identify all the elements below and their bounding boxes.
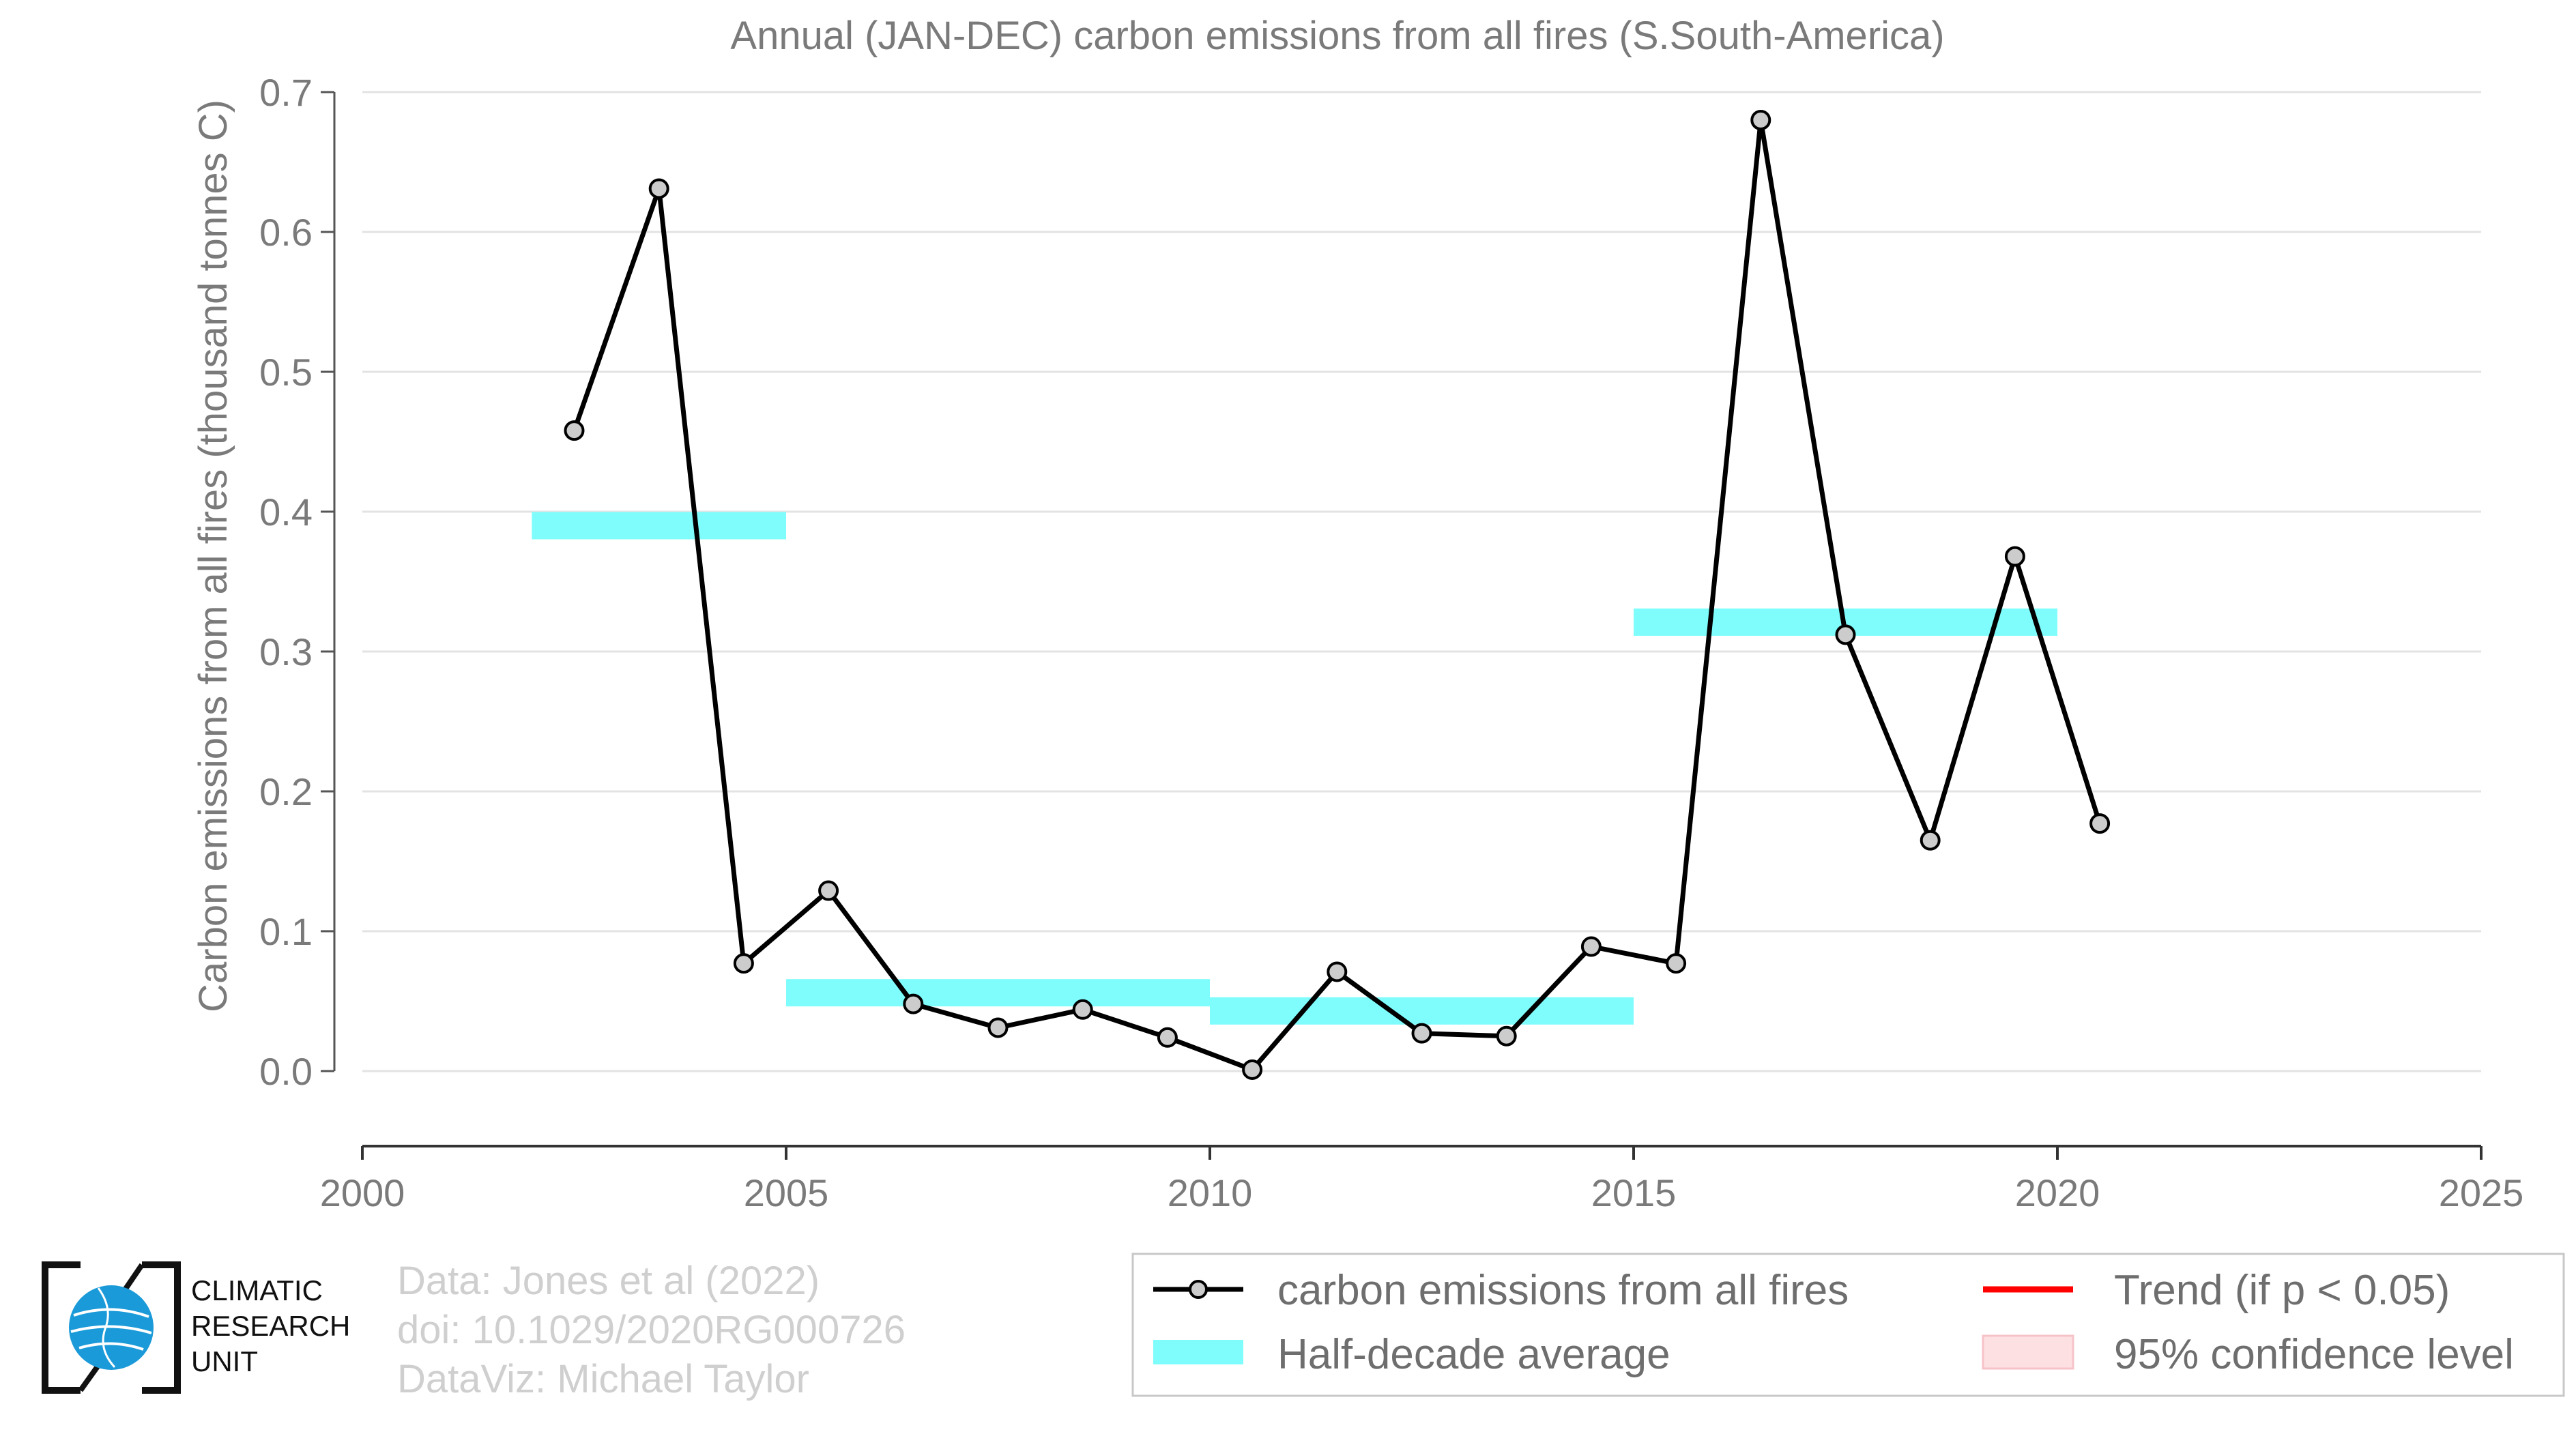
x-tick-label: 2015 (1591, 1171, 1677, 1214)
credit-dataviz: DataViz: Michael Taylor (397, 1357, 809, 1401)
data-point (1750, 110, 1771, 130)
y-tick-label: 0.4 (259, 491, 313, 533)
y-tick-label: 0.0 (259, 1050, 313, 1093)
legend: carbon emissions from all fires Trend (i… (1131, 1253, 2565, 1397)
x-tick-label: 2025 (2439, 1171, 2524, 1214)
data-point (1411, 1023, 1432, 1044)
data-point (2089, 813, 2111, 834)
data-point (2004, 546, 2025, 567)
legend-confidence-swatch (1982, 1334, 2074, 1370)
y-axis-label: Carbon emissions from all fires (thousan… (191, 100, 235, 1012)
half-decade-average-bar (1210, 997, 1634, 1025)
data-point (1496, 1025, 1517, 1047)
data-points (564, 110, 2111, 1080)
data-point (1580, 936, 1602, 957)
credit-doi: doi: 10.1029/2020RG000726 (397, 1308, 906, 1352)
logo-text-line2: RESEARCH (191, 1310, 351, 1342)
data-point (1920, 830, 1941, 851)
globe-icon (69, 1285, 154, 1370)
logo-bracket-left (42, 1261, 81, 1394)
legend-label-trend: Trend (if p < 0.05) (2114, 1267, 2450, 1314)
legend-label-average: Half-decade average (1277, 1331, 1670, 1378)
data-point (648, 178, 669, 199)
logo-text-line3: UNIT (191, 1345, 258, 1377)
x-tick-label: 2020 (2015, 1171, 2100, 1214)
cru-logo (42, 1261, 181, 1394)
data-point (733, 953, 754, 974)
half-decade-average-bands (532, 512, 2057, 1025)
y-tick-label: 0.7 (259, 71, 313, 114)
data-point (1835, 624, 1856, 645)
legend-average-swatch (1153, 1340, 1243, 1364)
data-point (1327, 961, 1348, 982)
x-tick-label: 2000 (320, 1171, 405, 1214)
y-tick-label: 0.3 (259, 630, 313, 673)
legend-label-series: carbon emissions from all fires (1277, 1267, 1849, 1314)
legend-label-confidence: 95% confidence level (2114, 1331, 2514, 1378)
data-credit: Data: Jones et al (2022) doi: 10.1029/20… (397, 1257, 906, 1404)
data-point (1072, 999, 1093, 1020)
half-decade-average-bar (786, 979, 1210, 1007)
data-point (1157, 1027, 1178, 1048)
gridlines (362, 91, 2481, 1072)
data-point (564, 420, 585, 441)
data-point (818, 880, 839, 901)
y-axis-ticks: 0.0 0.1 0.2 0.3 0.4 0.5 0.6 0.7 (259, 71, 336, 1093)
half-decade-average-bar (532, 512, 786, 540)
legend-box (1131, 1253, 2565, 1397)
series-line-group (572, 117, 2102, 1072)
y-tick-label: 0.1 (259, 910, 313, 953)
x-tick-label: 2010 (1168, 1171, 1253, 1214)
data-point (1242, 1059, 1263, 1080)
logo-bracket-right (142, 1261, 181, 1394)
data-point (987, 1017, 1009, 1038)
legend-marker-swatch (1189, 1280, 1208, 1299)
y-tick-label: 0.6 (259, 211, 313, 254)
credit-data-source: Data: Jones et al (2022) (397, 1259, 820, 1303)
x-tick-label: 2005 (744, 1171, 829, 1214)
logo-text: CLIMATIC RESEARCH UNIT (191, 1273, 350, 1379)
data-point (1666, 953, 1687, 974)
series-line (572, 117, 2102, 1072)
chart-title: Annual (JAN-DEC) carbon emissions from a… (730, 14, 1944, 58)
logo-text-line1: CLIMATIC (191, 1274, 323, 1306)
y-tick-label: 0.5 (259, 351, 313, 394)
y-tick-label: 0.2 (259, 770, 313, 813)
x-axis: 2000 2005 2010 2015 2020 2025 (320, 1145, 2524, 1214)
data-point (903, 993, 924, 1014)
